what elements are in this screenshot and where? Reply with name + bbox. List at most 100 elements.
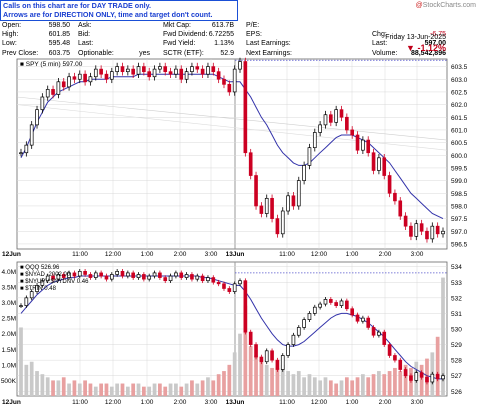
price-tick-label: 597.0 bbox=[451, 229, 468, 236]
volume-bar bbox=[29, 361, 34, 396]
x-axis-label: 11:00 bbox=[279, 251, 295, 258]
qqq-candle bbox=[179, 272, 184, 278]
qqq-candle bbox=[163, 277, 168, 282]
volume-bar bbox=[163, 386, 168, 396]
qqq-candle bbox=[190, 274, 194, 280]
volume-bar bbox=[355, 377, 360, 396]
qqq-candle bbox=[67, 272, 71, 278]
qqq-candle bbox=[152, 272, 157, 277]
price-tick-label: 601.5 bbox=[451, 115, 468, 122]
header-label: Next Earnings: bbox=[246, 49, 292, 57]
spy-ma-line bbox=[20, 73, 444, 220]
volume-bar bbox=[158, 383, 162, 396]
qqq-candle bbox=[40, 280, 45, 286]
spy-candle bbox=[334, 109, 338, 123]
header-col3-row-2: Fwd Yield: 1.13% bbox=[163, 39, 234, 48]
spy-candle bbox=[403, 215, 408, 227]
header-label: Optionable: bbox=[78, 49, 114, 57]
volume-bar bbox=[318, 380, 323, 396]
price-tick-label: 603.0 bbox=[451, 77, 468, 84]
qqq-candle bbox=[323, 299, 328, 305]
volume-bar bbox=[152, 383, 157, 396]
qqq-candle bbox=[302, 319, 306, 328]
price-tick-label: 598.0 bbox=[451, 203, 468, 210]
volume-bar bbox=[312, 377, 317, 396]
qqq-candle bbox=[120, 270, 125, 277]
x-axis-label: 2:00 bbox=[379, 399, 392, 406]
spy-candle bbox=[414, 223, 419, 237]
volume-bar bbox=[382, 374, 387, 396]
x-axis-label: 2:00 bbox=[379, 251, 392, 258]
volume-bar bbox=[302, 377, 306, 396]
header-label: Prev Close: bbox=[2, 49, 39, 57]
x-axis-label: 11:00 bbox=[72, 251, 88, 258]
spy-candle bbox=[45, 89, 50, 98]
spy-candle bbox=[387, 175, 392, 194]
spy-candle bbox=[200, 68, 205, 75]
spy-candle bbox=[296, 180, 301, 207]
x-axis-label: 1:00 bbox=[346, 399, 359, 406]
price-tick-label: 598.5 bbox=[451, 191, 468, 198]
spy-candle bbox=[179, 68, 184, 80]
qqq-tick-label: 529 bbox=[451, 342, 462, 349]
header-label: Ask: bbox=[78, 22, 92, 29]
header-value: 6.72255 bbox=[208, 31, 234, 39]
disclaimer-banner: Calls on this chart are for DAY TRADE on… bbox=[0, 0, 238, 21]
header-value: 88,542,896 bbox=[410, 49, 446, 57]
header-col5-row-1: Last: 597.00 bbox=[372, 39, 446, 48]
volume-bar bbox=[206, 377, 210, 396]
x-axis-label: 3:00 bbox=[411, 399, 424, 406]
spy-candle bbox=[398, 200, 403, 217]
spy-candle bbox=[104, 73, 109, 80]
header-col2-row-1: Bid: bbox=[78, 30, 90, 39]
volume-bar bbox=[377, 371, 381, 396]
header-value: 598.50 bbox=[48, 22, 70, 29]
x-axis-label: 3:00 bbox=[411, 251, 424, 258]
header-label: Fwd Yield: bbox=[163, 40, 196, 48]
spy-candle bbox=[93, 68, 98, 78]
qqq-candle bbox=[72, 272, 77, 277]
header-label: Low: bbox=[2, 40, 17, 48]
volume-bar bbox=[147, 386, 152, 396]
stockcharts-credit[interactable]: @StockCharts.com bbox=[416, 2, 476, 9]
qqq-candle bbox=[409, 375, 413, 381]
volume-bar bbox=[291, 374, 296, 396]
price-tick-label: 600.0 bbox=[451, 153, 468, 160]
qqq-candle bbox=[334, 302, 338, 306]
qqq-candle bbox=[243, 280, 248, 333]
volume-tick-label: 3.0M bbox=[2, 300, 16, 307]
header-label: Chg: bbox=[372, 31, 387, 39]
volume-bar bbox=[141, 386, 146, 396]
header-col4-row-1: EPS: bbox=[246, 30, 262, 39]
qqq-candle bbox=[174, 272, 178, 277]
qqq-candle bbox=[296, 327, 301, 336]
volume-bar bbox=[286, 371, 290, 396]
x-axis-label: 13Jun bbox=[226, 251, 245, 258]
spy-candle bbox=[382, 157, 387, 176]
header-col3-row-3: SCTR (ETF): 52.9 bbox=[163, 49, 234, 58]
volume-bar bbox=[243, 305, 248, 396]
volume-bar bbox=[227, 364, 232, 396]
x-axis-label: 3:00 bbox=[205, 399, 218, 406]
volume-bar bbox=[109, 386, 114, 396]
x-axis-label: 12Jun bbox=[2, 399, 21, 406]
spy-candle bbox=[430, 225, 435, 240]
volume-bar bbox=[88, 383, 93, 396]
qqq-candle bbox=[275, 359, 280, 370]
x-axis-label: 11:00 bbox=[72, 399, 88, 406]
volume-bar bbox=[339, 380, 344, 396]
header-col4-row-2: Last Earnings: bbox=[246, 39, 291, 48]
spy-candle bbox=[318, 124, 322, 133]
volume-bar bbox=[125, 386, 130, 396]
header-value: 52.9 bbox=[220, 49, 234, 57]
x-axis-label: 1:00 bbox=[346, 251, 359, 258]
qqq-candle bbox=[195, 275, 200, 280]
spy-candle bbox=[302, 165, 306, 181]
volume-tick-label: 2.0M bbox=[2, 331, 16, 338]
spy-legend: ■ SPY (5 min) 597.00 bbox=[20, 61, 83, 68]
spy-candle bbox=[275, 218, 280, 235]
price-tick-label: 601.0 bbox=[451, 127, 468, 134]
volume-bar bbox=[232, 352, 237, 396]
header-label: Fwd Dividend: bbox=[163, 31, 208, 39]
